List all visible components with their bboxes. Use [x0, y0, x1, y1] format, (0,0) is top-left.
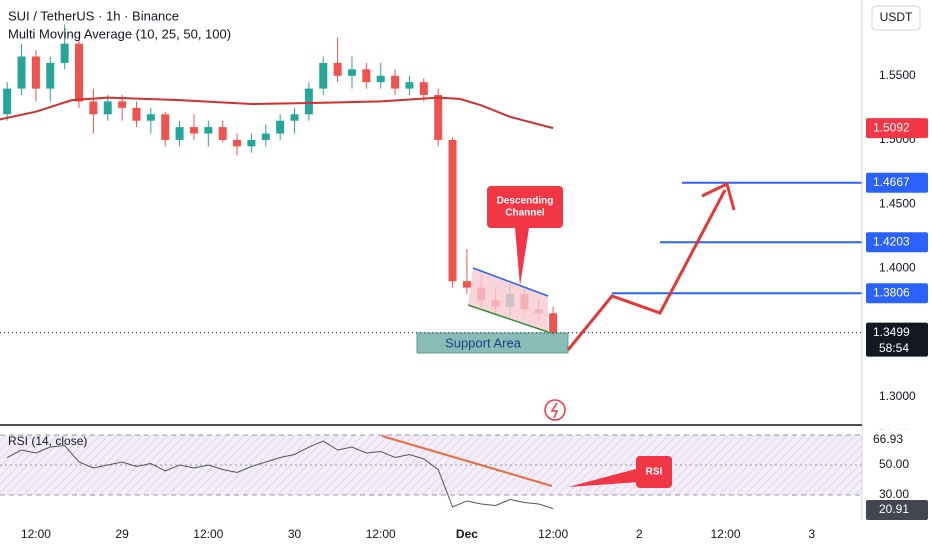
candle-body: [233, 139, 242, 147]
plot: [0, 24, 862, 510]
candle-body: [31, 56, 40, 89]
y-tick-label: 1.4000: [879, 261, 916, 275]
y-tick-label: 1.4500: [879, 196, 916, 210]
rsi-title: RSI (14, close): [8, 434, 87, 448]
channel-callout: [487, 186, 563, 286]
price-badge: [866, 172, 928, 193]
moving-average: [0, 96, 554, 130]
currency[interactable]: USDT: [880, 10, 913, 24]
candle-body: [46, 62, 55, 89]
channel-upper: [472, 267, 549, 297]
candle-body: [419, 82, 428, 96]
candle-body: [405, 82, 414, 89]
rsi-callout-pointer: [568, 468, 640, 487]
price-badge-text: 66.93: [873, 432, 903, 446]
time-axis: [0, 520, 932, 550]
alert-icon-bolt: [550, 402, 559, 419]
channel-lower: [467, 304, 549, 333]
x-tick-label: 12:00: [366, 527, 396, 541]
arrow-head: [701, 181, 736, 211]
rsi-callout: [636, 456, 672, 488]
candle-body: [132, 107, 141, 121]
candle-body: [175, 127, 184, 140]
support-label: Support Area: [445, 335, 522, 350]
price-badge-text: 1.3806: [873, 285, 910, 299]
rsi-line: [6, 440, 554, 510]
x-tick-label: 3: [808, 527, 815, 541]
alert-icon[interactable]: [544, 399, 566, 421]
price-badge: [866, 118, 928, 139]
x-tick-label: 12:00: [193, 527, 223, 541]
x-tick-label: 12:00: [21, 527, 51, 541]
candle-body: [218, 127, 227, 140]
price-axis: [862, 0, 932, 550]
indicator-title: Multi Moving Average (10, 25, 50, 100): [8, 26, 231, 41]
x-tick-label: 2: [636, 527, 643, 541]
candle-body: [75, 43, 84, 102]
rsi-badge-text: 20.91: [879, 502, 909, 516]
candle-body: [103, 101, 112, 115]
candle-body: [3, 88, 12, 115]
rsi-badge: [866, 500, 928, 520]
price-badge-text: 1.4203: [873, 234, 910, 248]
candle-body: [333, 62, 342, 76]
rsi-tick-label: 50.00: [879, 457, 909, 471]
x-tick-label: 30: [288, 527, 302, 541]
x-tick-label: Dec: [456, 527, 478, 541]
x-tick-label: 12:00: [711, 527, 741, 541]
y-tick-label: 1.3000: [879, 389, 916, 403]
currency-button[interactable]: [871, 5, 921, 31]
candle-body: [448, 139, 457, 282]
x-tick-label: 12:00: [538, 527, 568, 541]
candle-body: [276, 120, 285, 134]
price-badge: [866, 283, 928, 304]
price-badge-text: 1.3499: [873, 325, 910, 339]
rsi-band: [0, 434, 862, 496]
candle-body: [347, 69, 356, 76]
price-badge: [866, 232, 928, 253]
callout-text: Descending: [497, 196, 554, 207]
candle-body: [247, 139, 256, 147]
candle-body: [362, 69, 371, 83]
rsi-callout-text: RSI: [646, 467, 663, 478]
candle-body: [434, 95, 443, 140]
candle-body: [376, 75, 385, 83]
overlay: 70.0050.0030.001.55001.50001.45001.40001…: [21, 68, 928, 541]
candle-body: [17, 56, 26, 89]
candle-body: [189, 127, 198, 134]
candle-body: [290, 114, 299, 121]
candle-body: [118, 101, 127, 108]
price-badge-text: 1.5092: [873, 120, 910, 134]
projection-arrow: [566, 189, 727, 351]
candle-body: [89, 101, 98, 115]
candle-body: [462, 281, 471, 288]
price-badge: [866, 322, 928, 357]
x-tick-label: 29: [115, 527, 129, 541]
rsi-tick-label: 30.00: [879, 487, 909, 501]
rsi-trendline: [381, 435, 553, 487]
candle-body: [161, 114, 170, 140]
countdown: 58:54: [879, 341, 909, 355]
candle-body: [304, 88, 313, 115]
candle-body: [391, 75, 400, 89]
y-tick-label: 1.5500: [879, 68, 916, 82]
callout-text: Channel: [505, 208, 545, 219]
candle-body: [319, 62, 328, 89]
price-badge-text: 1.4667: [873, 175, 910, 189]
candle-body: [261, 133, 270, 140]
channel-fill: [468, 268, 548, 332]
chart-title: SUI / TetherUS · 1h · Binance: [8, 8, 179, 23]
candle-body: [60, 43, 69, 63]
price-badge: [866, 429, 928, 450]
candle-body: [146, 114, 155, 121]
candle-body: [204, 127, 213, 134]
support-area: [416, 332, 569, 354]
candle-body: [549, 313, 558, 333]
